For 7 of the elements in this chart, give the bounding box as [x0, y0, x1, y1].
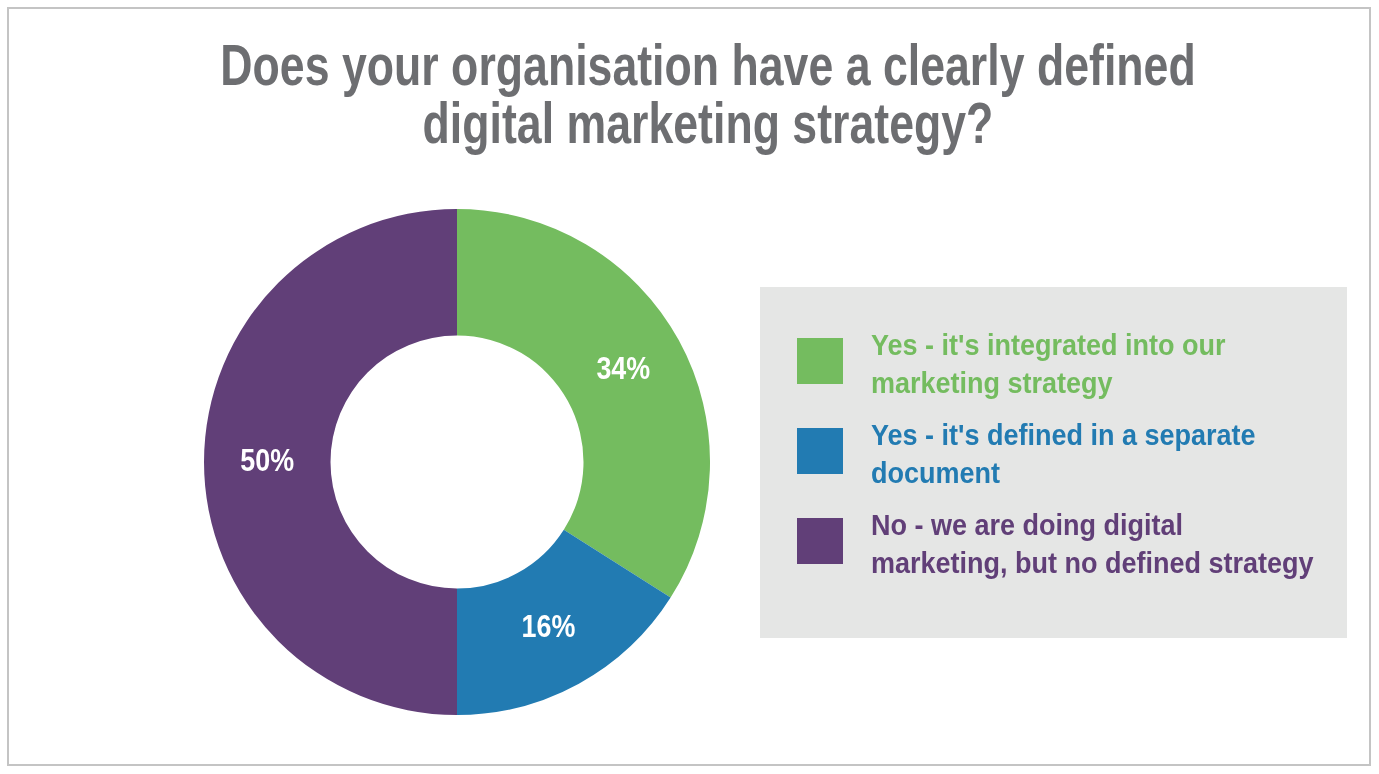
data-label: 34% — [596, 350, 651, 386]
data-label: 50% — [240, 441, 295, 478]
data-label: 16% — [521, 607, 576, 644]
chart-title: Does your organisation have a clearly defined digital marketing strategy? — [219, 32, 1197, 155]
legend-label: Yes - it's defined in a separate document — [871, 417, 1257, 491]
legend-label: No - we are doing digital marketing, but no defined strategy — [871, 507, 1315, 581]
legend-label: Yes - it's integrated into our marketing strategy — [871, 327, 1227, 401]
